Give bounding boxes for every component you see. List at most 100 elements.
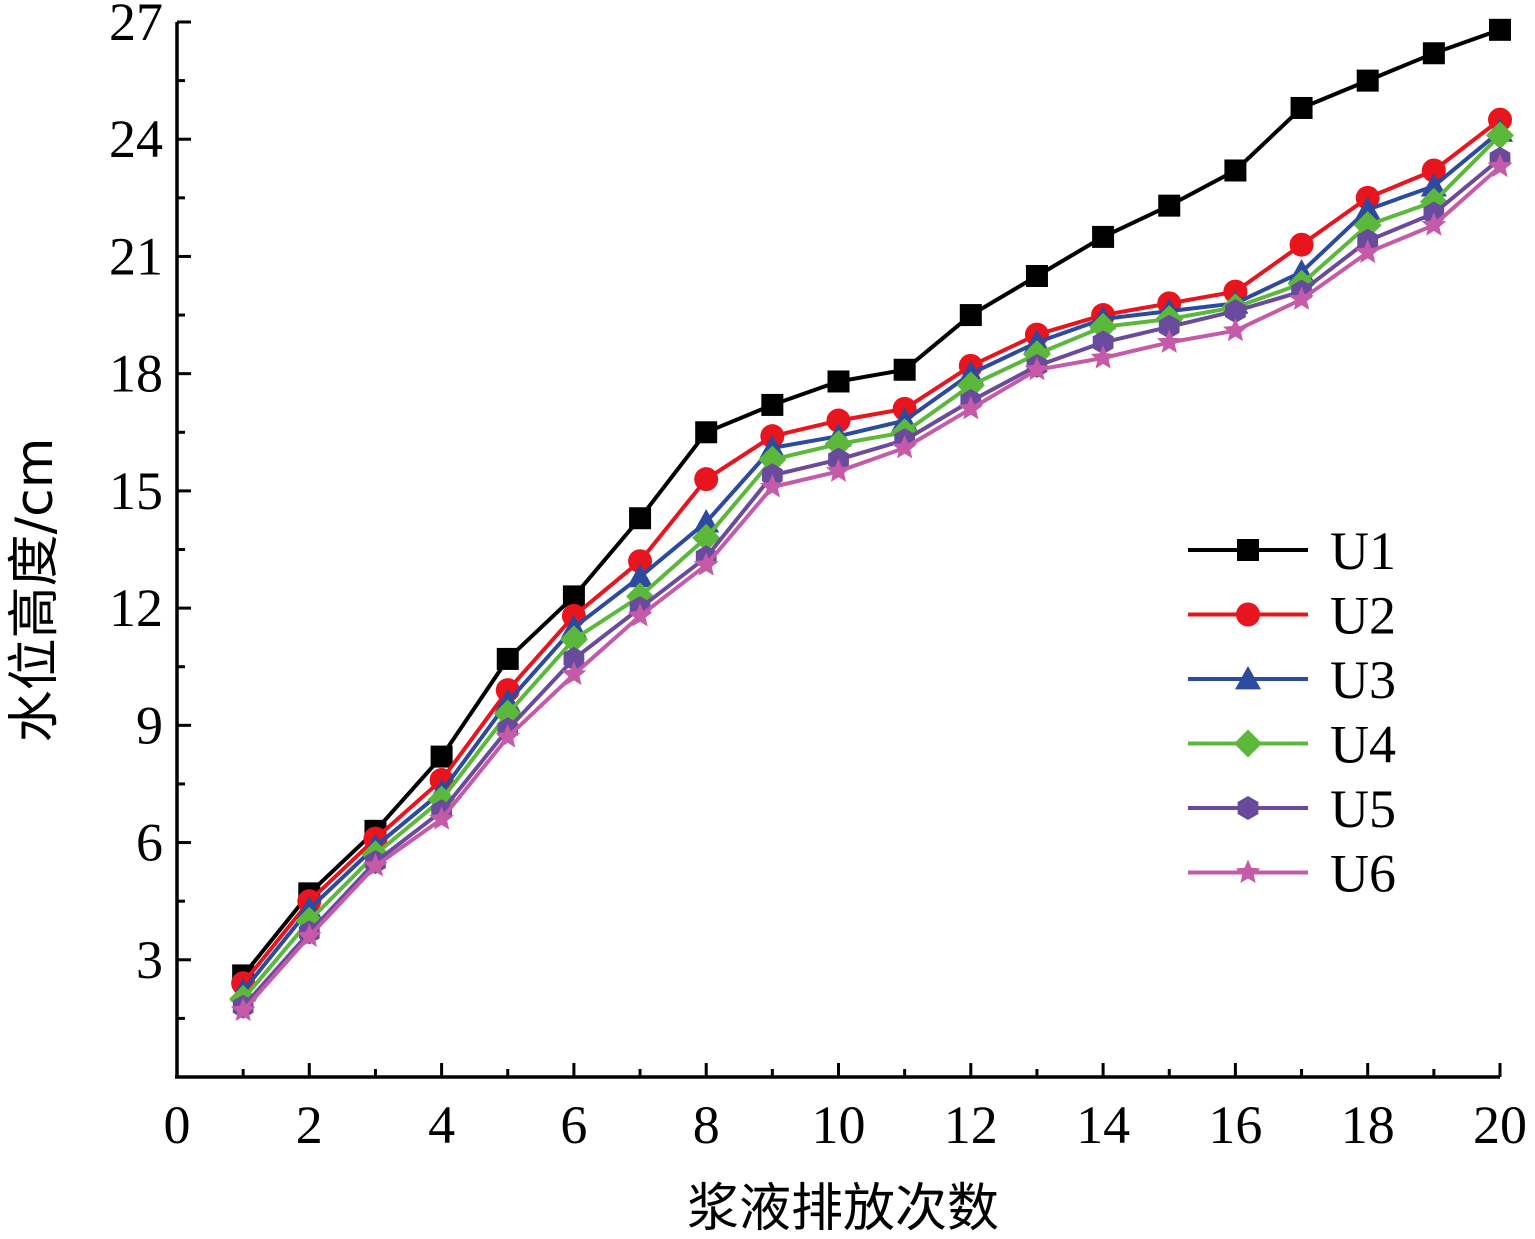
x-tick-label: 8	[693, 1095, 720, 1155]
series-line-u1	[241, 27, 1501, 977]
y-axis-title: 水位高度/cm	[5, 438, 65, 743]
legend-label-u2: U2	[1330, 586, 1396, 646]
data-point-u6	[1156, 329, 1182, 353]
legend-label-u5: U5	[1330, 779, 1396, 839]
x-tick-label: 12	[944, 1095, 998, 1155]
y-tick-label: 12	[109, 578, 163, 638]
x-tick-label: 20	[1473, 1095, 1527, 1155]
series-u2	[231, 107, 1512, 996]
data-point-u6	[230, 997, 256, 1022]
data-point-u4	[956, 371, 985, 400]
data-point-u2	[694, 467, 719, 492]
y-tick-label: 18	[109, 344, 163, 404]
legend-label-u3: U3	[1330, 650, 1396, 710]
y-tick-label: 9	[136, 695, 163, 755]
legend-item-u1: U1	[1188, 521, 1396, 581]
data-point-u4	[824, 430, 853, 458]
x-tick-label: 18	[1341, 1095, 1395, 1155]
data-point-u6	[429, 806, 454, 830]
data-point-u1	[562, 585, 585, 608]
data-point-u2	[628, 549, 653, 574]
data-point-u1	[430, 745, 453, 768]
data-point-u6	[495, 724, 521, 748]
data-point-u2	[1421, 158, 1446, 183]
legend-marker-u3	[1235, 666, 1261, 690]
legend-label-u4: U4	[1330, 715, 1396, 775]
data-point-u4	[1486, 121, 1514, 150]
data-point-u1	[827, 370, 850, 393]
x-tick-label: 10	[812, 1095, 866, 1155]
data-point-u1	[1422, 42, 1445, 65]
y-tick-label: 15	[109, 461, 163, 521]
data-point-u1	[893, 358, 916, 381]
data-point-u6	[958, 395, 984, 420]
data-point-u6	[1090, 345, 1116, 369]
data-point-u6	[693, 552, 719, 576]
data-point-u3	[1354, 196, 1381, 220]
data-point-u6	[1421, 212, 1447, 236]
data-point-u6	[1223, 317, 1248, 342]
data-point-u6	[363, 853, 388, 877]
data-point-u1	[1489, 18, 1511, 41]
data-point-u1	[1224, 159, 1247, 182]
data-point-u6	[760, 474, 785, 498]
data-point-u2	[1289, 232, 1314, 257]
data-point-u1	[761, 393, 784, 416]
data-point-u3	[627, 563, 654, 588]
data-point-u6	[826, 458, 851, 482]
data-point-u3	[1420, 173, 1447, 197]
legend-marker-u2	[1236, 602, 1260, 627]
data-point-u1	[496, 647, 519, 670]
legend-item-u5: U5	[1188, 779, 1396, 839]
data-point-u1	[1158, 194, 1181, 217]
data-point-u4	[1353, 211, 1382, 240]
series-u6	[230, 153, 1513, 1022]
series-u5	[232, 146, 1511, 1019]
x-tick-label: 0	[164, 1095, 191, 1155]
data-point-u6	[892, 434, 917, 459]
data-point-u6	[1355, 239, 1381, 264]
series-line-u6	[241, 165, 1502, 1012]
data-point-u4	[559, 625, 588, 654]
y-tick-label: 24	[109, 109, 163, 169]
x-tick-label: 6	[560, 1095, 587, 1155]
data-point-u4	[692, 523, 721, 552]
legend-item-u3: U3	[1188, 650, 1396, 710]
series-line-u3	[241, 129, 1502, 993]
data-point-u6	[1289, 286, 1314, 310]
series-line-u5	[241, 157, 1502, 1009]
data-point-u5	[1092, 330, 1114, 355]
data-point-u2	[826, 408, 851, 433]
legend-marker-u1	[1237, 539, 1259, 561]
data-point-u6	[1487, 153, 1513, 178]
x-tick-label: 16	[1208, 1095, 1262, 1155]
series-line-u2	[241, 118, 1502, 985]
legend-item-u6: U6	[1188, 844, 1396, 904]
legend-marker-u6	[1235, 859, 1261, 883]
data-point-u4	[1089, 312, 1118, 341]
legend-label-u6: U6	[1330, 844, 1396, 904]
x-tick-label: 2	[296, 1095, 323, 1155]
data-point-u4	[758, 445, 787, 474]
legend-marker-u5	[1237, 796, 1259, 820]
data-point-u3	[693, 509, 720, 533]
data-point-u1	[695, 421, 718, 444]
y-tick-label: 3	[136, 930, 163, 990]
data-point-u6	[296, 923, 322, 947]
x-axis-title: 浆液排放次数	[687, 1179, 999, 1239]
legend-label-u1: U1	[1330, 521, 1396, 581]
y-tick-label: 6	[136, 813, 163, 873]
series-u1	[232, 18, 1511, 987]
data-point-u1	[959, 304, 982, 327]
data-point-u1	[1092, 225, 1115, 248]
x-tick-label: 4	[428, 1095, 455, 1155]
data-point-u6	[627, 602, 653, 627]
legend-marker-u4	[1234, 729, 1262, 758]
series-layer	[229, 18, 1514, 1022]
data-point-u5	[563, 646, 585, 671]
data-point-u6	[1024, 356, 1050, 381]
data-point-u5	[1225, 299, 1246, 324]
